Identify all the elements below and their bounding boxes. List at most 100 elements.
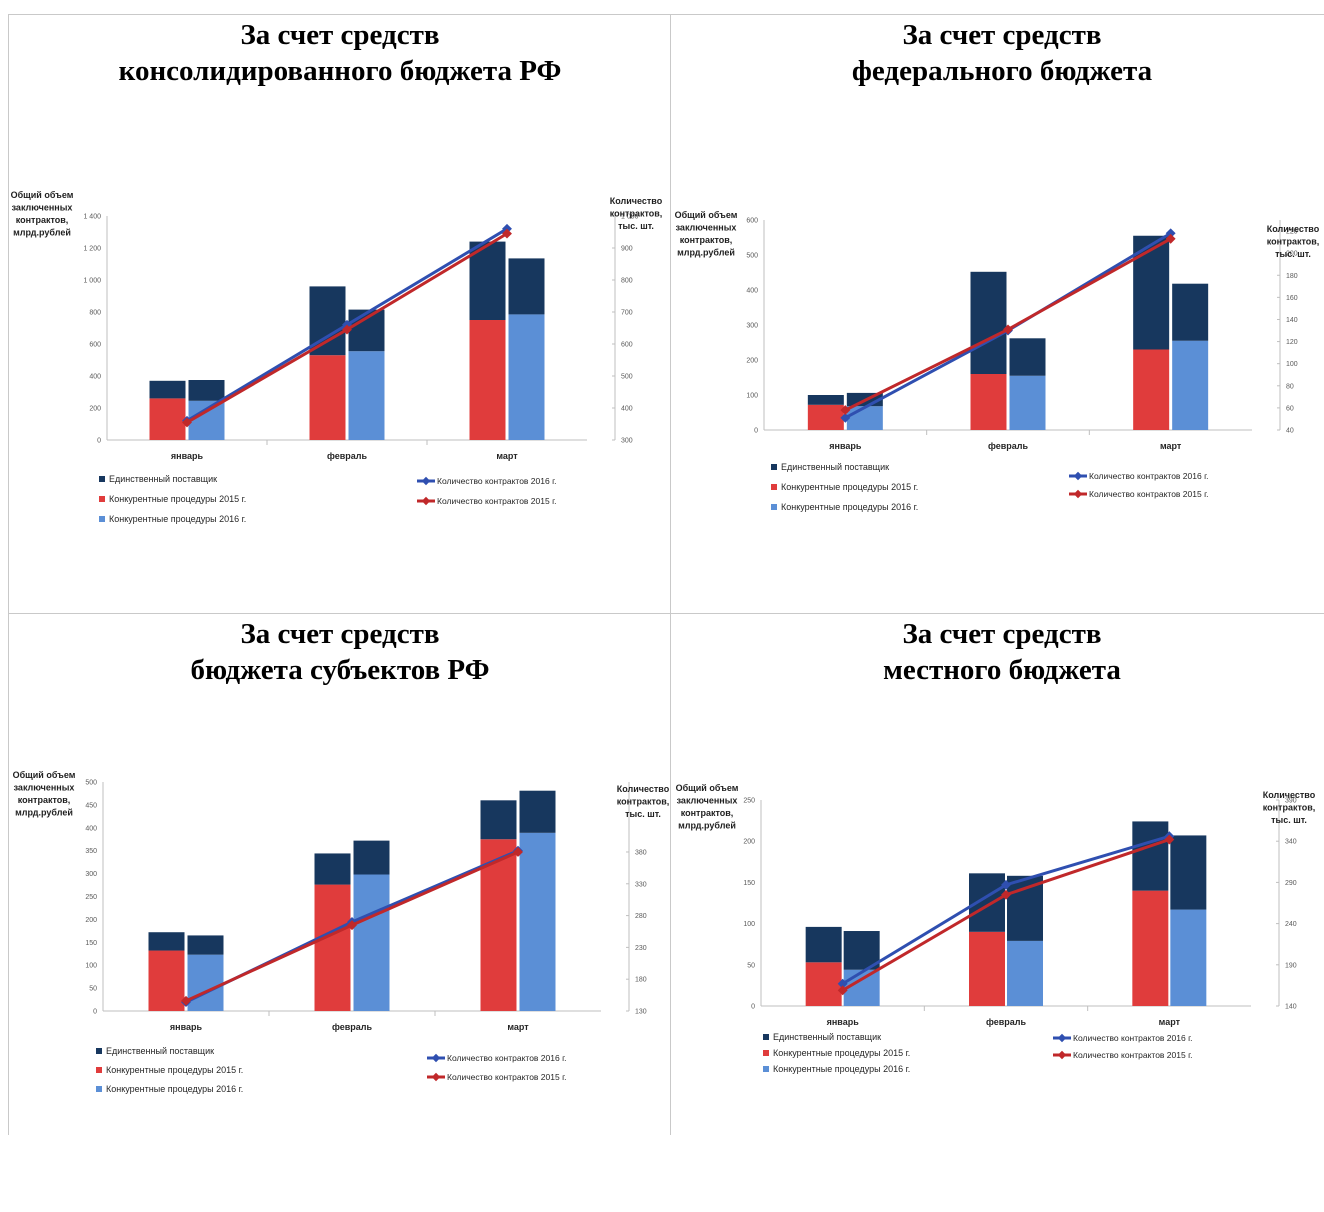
line-point xyxy=(837,985,848,996)
y2-axis-title-line: контрактов, xyxy=(1263,803,1316,813)
y2-tick-label: 80 xyxy=(1286,383,1294,390)
bar-single-supplier-2015 xyxy=(1132,821,1169,891)
x-tick-label: февраль xyxy=(327,451,368,461)
bar-single-supplier-2015 xyxy=(480,800,517,840)
bar-single-supplier-2016 xyxy=(187,935,224,955)
y2-tick-label: 180 xyxy=(635,977,647,984)
legend-competitive-2015-label: Конкурентные процедуры 2015 г. xyxy=(773,1048,910,1058)
panel-title-line1: За счет средств xyxy=(902,19,1102,51)
y-axis-title-line: контрактов, xyxy=(680,235,733,245)
y2-tick-label: 330 xyxy=(635,881,647,888)
bar-competitive-2015 xyxy=(1132,890,1169,1006)
legend-contracts-2015-label: Количество контрактов 2015 г. xyxy=(447,1072,567,1082)
bar-single-supplier-2016 xyxy=(348,309,385,352)
bar-competitive-2015 xyxy=(805,962,842,1006)
y2-tick-label: 600 xyxy=(621,342,633,349)
line-contracts-2015 xyxy=(844,237,1172,412)
legend-competitive-2015-label: Конкурентные процедуры 2015 г. xyxy=(781,482,918,492)
y-tick-label: 400 xyxy=(85,825,97,832)
bar-competitive-2016 xyxy=(508,314,545,440)
panel-federal-budget: За счет средств федерального бюджета xyxy=(671,15,1324,613)
chart-federal-budget: 0 100 200 300 400 500 600 40 60 80 100 120 140 160 180… xyxy=(675,210,1320,512)
bar-single-supplier-2015 xyxy=(314,853,351,885)
y2-tick-label: 160 xyxy=(1286,295,1298,302)
y2-axis-title-line: Количество xyxy=(610,196,663,206)
bar-single-supplier-2015 xyxy=(148,932,185,951)
bar-competitive-2016 xyxy=(846,406,883,430)
legend-competitive-2015-label: Конкурентные процедуры 2015 г. xyxy=(109,494,246,504)
legend-competitive-2016-swatch xyxy=(763,1066,769,1072)
line-contracts-2015 xyxy=(841,838,1170,992)
bar-single-supplier-2016 xyxy=(1007,875,1043,941)
y2-tick-label: 240 xyxy=(1285,921,1297,928)
y-axis-title-line: Общий объем xyxy=(676,783,739,793)
chart-local-budget: 0 50 100 150 200 250 140 190 240 290 340 390 Общий о… xyxy=(676,783,1316,1074)
legend-contracts-2015-label: Количество контрактов 2015 г. xyxy=(1089,489,1209,499)
x-tick-label: февраль xyxy=(986,1017,1027,1027)
legend-single-supplier-swatch xyxy=(99,476,105,482)
x-tick-label: январь xyxy=(829,441,862,451)
panel-consolidated-budget: За счет средств консолидированного бюдже… xyxy=(9,15,671,613)
legend-competitive-2015-swatch xyxy=(96,1067,102,1073)
y2-tick-label: 380 xyxy=(635,849,647,856)
y-axis-title-line: контрактов, xyxy=(681,808,734,818)
y-tick-label: 100 xyxy=(746,393,758,400)
y-tick-label: 150 xyxy=(85,940,97,947)
bar-single-supplier-2015 xyxy=(469,241,506,320)
y-axis-title-line: млрд.рублей xyxy=(13,228,71,238)
bar-competitive-2016 xyxy=(348,351,385,440)
bar-single-supplier-2016 xyxy=(519,790,556,833)
y-tick-label: 450 xyxy=(85,802,97,809)
y-tick-label: 1 200 xyxy=(83,246,101,253)
x-tick-label: февраль xyxy=(988,441,1029,451)
legend-competitive-2015-swatch xyxy=(763,1050,769,1056)
x-tick-label: февраль xyxy=(332,1022,373,1032)
x-tick-label: январь xyxy=(171,451,204,461)
y2-tick-label: 900 xyxy=(621,246,633,253)
y2-axis-title-line: тыс. шт. xyxy=(1275,249,1311,259)
y2-tick-label: 300 xyxy=(621,438,633,445)
legend-single-supplier-label: Единственный поставщик xyxy=(781,462,889,472)
panel-title-line2: местного бюджета xyxy=(883,654,1121,686)
bar-competitive-2016 xyxy=(188,400,225,440)
x-tick-label: март xyxy=(496,451,518,461)
legend-competitive-2016-swatch xyxy=(99,516,105,522)
y2-axis-title-line: Количество xyxy=(1267,224,1320,234)
table-border-left xyxy=(8,14,9,1135)
bar-competitive-2016 xyxy=(1172,340,1209,430)
y2-tick-label: 180 xyxy=(1286,273,1298,280)
y2-axis-title-line: Количество xyxy=(617,784,670,794)
y2-tick-label: 700 xyxy=(621,310,633,317)
bar-competitive-2016 xyxy=(1009,375,1046,430)
y2-tick-label: 40 xyxy=(1286,428,1294,435)
y-tick-label: 50 xyxy=(747,962,755,969)
y2-axis-title-line: тыс. шт. xyxy=(618,221,654,231)
y2-tick-label: 1 000 xyxy=(621,214,639,221)
y-tick-label: 250 xyxy=(85,894,97,901)
legend-contracts-2016-marker xyxy=(421,476,431,486)
y2-tick-label: 220 xyxy=(1286,229,1298,236)
legend-single-supplier-swatch xyxy=(763,1034,769,1040)
legend-contracts-2015-marker xyxy=(1057,1050,1067,1060)
bar-single-supplier-2016 xyxy=(188,380,225,401)
panel-title-line1: За счет средств xyxy=(240,618,440,650)
y2-tick-label: 190 xyxy=(1285,962,1297,969)
y2-tick-label: 130 xyxy=(635,1009,647,1016)
y-tick-label: 0 xyxy=(93,1009,97,1016)
line-point xyxy=(182,417,192,428)
x-tick-label: январь xyxy=(170,1022,203,1032)
table-border-top xyxy=(8,14,1324,15)
y-tick-label: 600 xyxy=(746,218,758,225)
legend-contracts-2015-marker xyxy=(431,1072,441,1082)
x-tick-label: март xyxy=(507,1022,529,1032)
y-tick-label: 100 xyxy=(85,963,97,970)
y-tick-label: 200 xyxy=(743,839,755,846)
panel-title: За счет средств бюджета субъектов РФ xyxy=(9,616,671,688)
panel-title-line1: За счет средств xyxy=(240,19,440,51)
legend-single-supplier-label: Единственный поставщик xyxy=(106,1046,214,1056)
y2-axis-title-line: контрактов, xyxy=(1267,237,1320,247)
bar-competitive-2016 xyxy=(1170,909,1207,1006)
y2-tick-label: 340 xyxy=(1285,839,1297,846)
legend-contracts-2015-label: Количество контрактов 2015 г. xyxy=(1073,1050,1193,1060)
y-axis-title-line: млрд.рублей xyxy=(678,821,736,831)
